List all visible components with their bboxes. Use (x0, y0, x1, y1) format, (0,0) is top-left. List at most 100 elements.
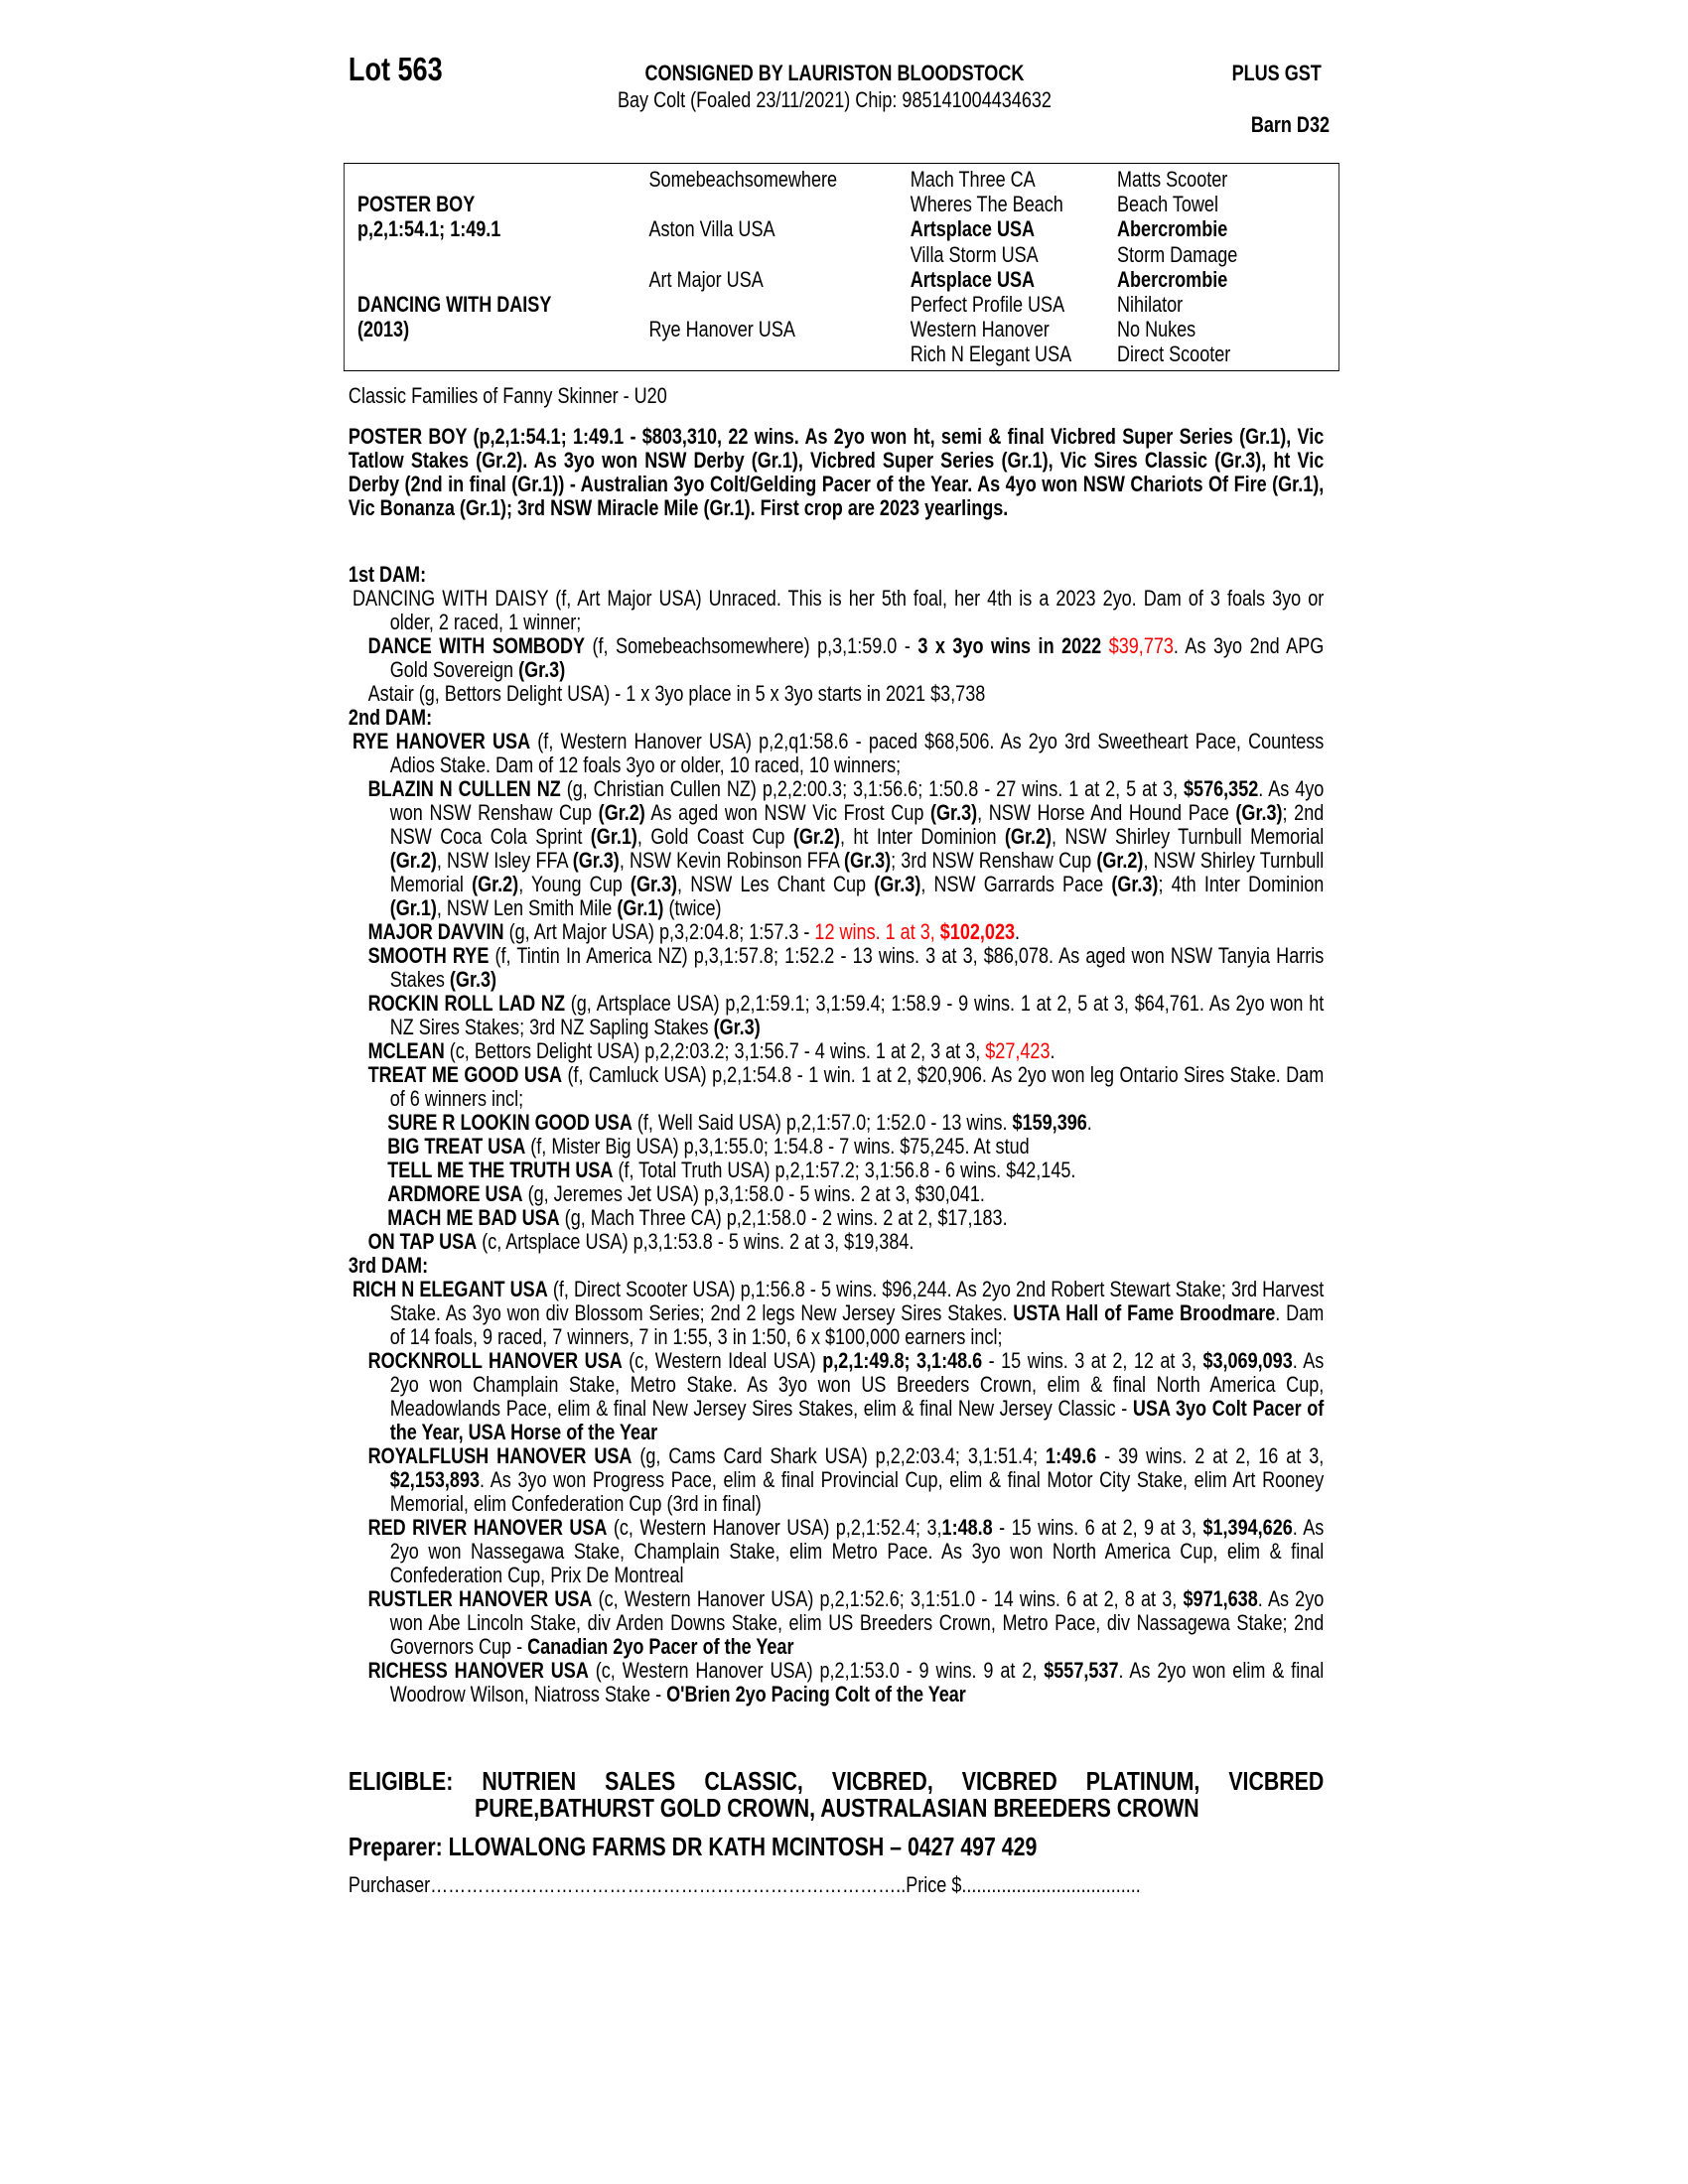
text-run: (Gr.3) (1235, 800, 1283, 825)
text-run (1101, 633, 1108, 658)
text-run: (Gr.1) (617, 895, 664, 920)
text-run: (Gr.2) (792, 824, 840, 849)
progeny-entry: TELL ME THE TRUTH USA (f, Total Truth US… (349, 1159, 1324, 1182)
text-run: ROYALFLUSH HANOVER USA (367, 1443, 633, 1468)
text-run: $159,396 (1012, 1110, 1087, 1135)
dam-entry: DANCING WITH DAISY (f, Art Major USA) Un… (349, 587, 1324, 634)
pedigree-cell: Abercrombie (1117, 266, 1228, 292)
pedigree-cell: p,2,1:54.1; 1:49.1 (356, 216, 501, 242)
text-run: , NSW Shirley Turnbull Memorial (1052, 824, 1325, 849)
text-run: (Gr.1) (590, 824, 637, 849)
progeny-entry: SURE R LOOKIN GOOD USA (f, Well Said USA… (349, 1111, 1324, 1135)
pedigree-cell (357, 242, 551, 267)
pedigree-cell: Villa Storm USA (910, 241, 1039, 267)
text-run: , NSW Isley FFA (436, 848, 573, 873)
text-run: (c, Western Hanover USA) p,2,1:52.4; 3, (607, 1515, 942, 1540)
text-run: (f, Somebeachsomewhere) p,3,1:59.0 - (585, 633, 918, 658)
text-run: 1:49.6 (1046, 1443, 1097, 1468)
text-run: $102,023 (939, 919, 1016, 944)
consignor: CONSIGNED BY LAURISTON BLOODSTOCK (644, 61, 1025, 85)
text-run: DANCING WITH DAISY (f, Art Major USA) Un… (352, 586, 1325, 634)
pedigree-cell: Perfect Profile USA (910, 291, 1065, 317)
text-run: As aged won NSW Vic Frost Cup (644, 800, 931, 825)
text-run: TREAT ME GOOD USA (367, 1062, 563, 1087)
text-run: (f, Direct Scooter USA) p,1:56.8 - 5 win… (389, 1277, 1325, 1325)
text-run: (Gr.3) (1111, 872, 1159, 896)
text-run: (Gr.2) (1096, 848, 1144, 873)
progeny-entry: Astair (g, Bettors Delight USA) - 1 x 3y… (349, 682, 1324, 706)
pedigree-cell (649, 242, 838, 267)
text-run: ; 4th Inter Dominion (1158, 872, 1325, 896)
text-run: (g, Jeremes Jet USA) p,3,1:58.0 - 5 wins… (522, 1181, 985, 1206)
pedigree-cell: (2013) (356, 317, 410, 342)
pedigree-cell: Artsplace USA (910, 266, 1036, 292)
pedigree-cell: DANCING WITH DAISY (356, 291, 552, 317)
text-run: 1st DAM: (348, 562, 427, 587)
text-run: MACH ME BAD USA (387, 1205, 560, 1230)
text-run: (Gr.3) (713, 1015, 761, 1039)
section-heading: 3rd DAM: (349, 1254, 1324, 1278)
text-run: (Gr.3) (844, 848, 892, 873)
text-run: TELL ME THE TRUTH USA (387, 1158, 614, 1182)
text-run: 3 x 3yo wins in 2022 (917, 633, 1102, 658)
text-run: RICHESS HANOVER USA (367, 1658, 589, 1683)
progeny-entry: ROYALFLUSH HANOVER USA (g, Cams Card Sha… (349, 1443, 1325, 1516)
dam-entry: RYE HANOVER USA (f, Western Hanover USA)… (349, 730, 1324, 777)
text-run: 3rd DAM: (348, 1253, 429, 1278)
text-run: USA 3yo Colt Pacer of the Year, USA Hors… (389, 1396, 1325, 1444)
pedigree-cell: Aston Villa USA (648, 216, 775, 242)
text-run: DANCE WITH SOMBODY (367, 633, 586, 658)
progeny-entry: ON TAP USA (c, Artsplace USA) p,3,1:53.8… (349, 1230, 1324, 1254)
catalogue-page: Lot 563 CONSIGNED BY LAURISTON BLOODSTOC… (344, 0, 1339, 2184)
text-run: (Gr.3) (630, 872, 678, 896)
text-run: $557,537 (1044, 1658, 1119, 1683)
text-run: RUSTLER HANOVER USA (367, 1586, 593, 1611)
text-run: - 39 wins. 2 at 2, 16 at 3, (1096, 1443, 1325, 1468)
pedigree-cell (649, 292, 838, 317)
text-run: p,2,1:49.8; 3,1:48.6 (822, 1348, 983, 1373)
text-run: $27,423 (985, 1038, 1051, 1063)
text-run: (g, Artsplace USA) p,2,1:59.1; 3,1:59.4;… (389, 991, 1325, 1039)
text-run: ARDMORE USA (387, 1181, 523, 1206)
text-run: (c, Western Ideal USA) (622, 1348, 823, 1373)
text-run: , NSW Horse And Hound Pace (977, 800, 1236, 825)
lot-number: Lot 563 (348, 51, 443, 87)
pedigree-column-grandparents: Somebeachsomewhere Aston Villa USA Art Maj… (649, 167, 838, 367)
text-run: (f, Western Hanover USA) p,2,q1:58.6 - p… (389, 729, 1325, 777)
pedigree-cell (357, 341, 551, 366)
text-run: Astair (g, Bettors Delight USA) - 1 x 3y… (367, 681, 986, 706)
dam-lines: 1st DAM: DANCING WITH DAISY (f, Art Major… (349, 563, 1324, 1706)
pedigree-cell: Nihilator (1117, 291, 1184, 317)
text-run: 12 wins. 1 at 3, (814, 919, 940, 944)
progeny-entry: MACH ME BAD USA (g, Mach Three CA) p,2,1… (349, 1206, 1324, 1230)
text-run: (c, Artsplace USA) p,3,1:53.8 - 5 wins. … (477, 1229, 914, 1254)
pedigree-cell: Art Major USA (648, 266, 764, 292)
text-run: $1,394,626 (1202, 1515, 1293, 1540)
text-run: - 15 wins. 3 at 2, 12 at 3, (982, 1348, 1203, 1373)
dam-entry: RICH N ELEGANT USA (f, Direct Scooter US… (349, 1278, 1324, 1349)
text-run: , NSW Shirley Turnbull Memorial (389, 848, 1325, 896)
text-run: (Gr.2) (389, 848, 437, 873)
pedigree-cell: POSTER BOY (356, 192, 476, 217)
text-run: SMOOTH RYE (367, 943, 490, 968)
text-run: . As 2yo won elim & final Woodrow Wilson… (389, 1658, 1325, 1706)
text-run: . Dam of 14 foals, 9 raced, 7 winners, 7… (389, 1300, 1325, 1349)
pedigree-cell (649, 341, 838, 366)
pedigree-cell: Matts Scooter (1117, 167, 1228, 192)
pedigree-cell: Western Hanover (910, 317, 1050, 342)
text-run: MAJOR DAVVIN (367, 919, 504, 944)
text-run: , Young Cup (518, 872, 631, 896)
text-run: , NSW Len Smith Mile (436, 895, 618, 920)
text-run: ; 2nd NSW Coca Cola Sprint (389, 800, 1325, 849)
text-run: (f, Total Truth USA) p,2,1:57.2; 3,1:56.… (613, 1158, 1076, 1182)
text-run: (Gr.3) (572, 848, 620, 873)
pedigree-cell: Wheres The Beach (910, 192, 1063, 217)
text-run: (f, Mister Big USA) p,3,1:55.0; 1:54.8 -… (525, 1134, 1030, 1159)
text-run: . As 2yo won Nassegawa Stake, Champlain … (389, 1515, 1325, 1587)
text-run: . As 4yo won NSW Renshaw Cup (389, 776, 1325, 825)
progeny-entry: RED RIVER HANOVER USA (c, Western Hanove… (349, 1515, 1325, 1587)
section-heading: 1st DAM: (349, 563, 1324, 587)
text-run: (c, Western Hanover USA) p,2,1:53.0 - 9 … (588, 1658, 1045, 1683)
pedigree-cell: Rich N Elegant USA (910, 341, 1072, 367)
text-run: (f, Well Said USA) p,2,1:57.0; 1:52.0 - … (632, 1110, 1013, 1135)
